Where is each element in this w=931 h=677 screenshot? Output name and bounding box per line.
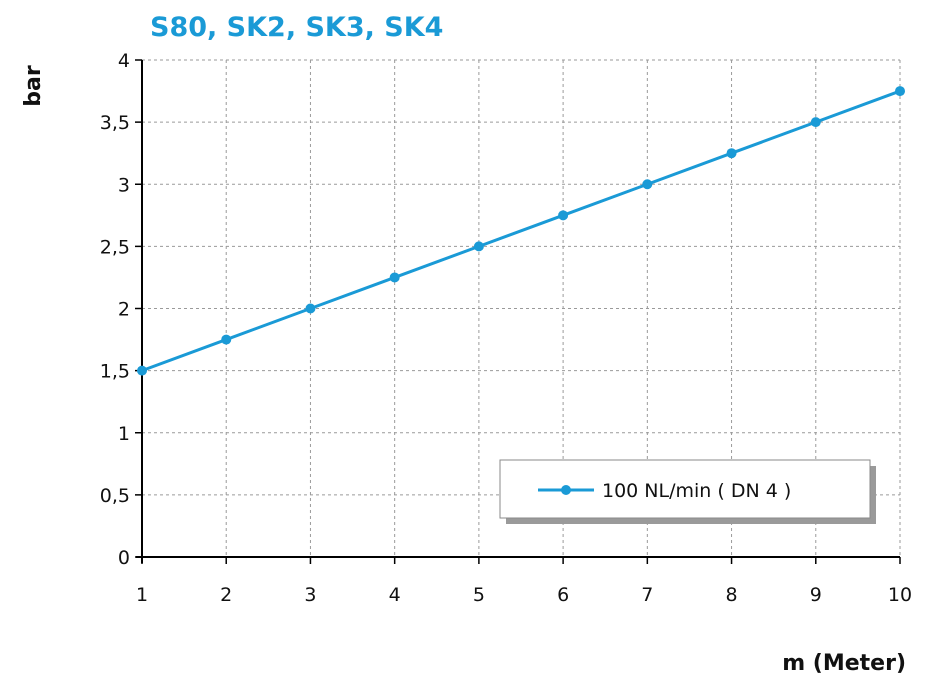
data-point (473, 241, 484, 252)
x-tick-label: 10 (888, 584, 912, 606)
data-point (558, 210, 569, 221)
y-tick-label: 2 (118, 299, 130, 321)
data-point (137, 365, 147, 376)
x-tick-label: 9 (810, 584, 822, 606)
data-point (895, 86, 905, 97)
data-point (810, 117, 821, 128)
y-axis-label: bar (21, 65, 46, 107)
y-tick-label: 3 (118, 174, 130, 196)
data-point (221, 334, 232, 345)
data-point (389, 272, 400, 283)
y-tick-label: 1,5 (100, 361, 130, 383)
x-axis-label: m (Meter) (782, 651, 906, 676)
legend-label: 100 NL/min ( DN 4 ) (602, 480, 791, 502)
legend-marker (561, 485, 571, 495)
series-line (141, 89, 901, 373)
x-tick-label: 6 (557, 584, 569, 606)
x-tick-label: 2 (220, 584, 232, 606)
y-tick-label: 1 (118, 423, 130, 445)
data-point (642, 179, 653, 190)
x-tick-label: 1 (136, 584, 148, 606)
y-tick-label: 4 (118, 50, 130, 72)
y-tick-label: 0,5 (100, 485, 130, 507)
x-tick-label: 8 (726, 584, 738, 606)
series-group (137, 86, 905, 376)
y-tick-label: 3,5 (100, 112, 130, 134)
x-tick-label: 4 (389, 584, 401, 606)
x-tick-label: 3 (304, 584, 316, 606)
tick-labels: 0 0,5 1 1,5 2 2,5 3 3,5 4 1 2 3 4 5 6 7 8 9 10 (100, 50, 912, 606)
data-point (305, 303, 316, 314)
x-tick-label: 7 (641, 584, 653, 606)
legend: 100 NL/min ( DN 4 ) (499, 459, 876, 524)
y-tick-label: 2,5 (100, 236, 130, 258)
axes (135, 59, 901, 564)
x-tick-label: 5 (473, 584, 485, 606)
data-point (726, 148, 737, 159)
chart-title: S80, SK2, SK3, SK4 (150, 12, 443, 43)
y-tick-label: 0 (118, 547, 130, 569)
